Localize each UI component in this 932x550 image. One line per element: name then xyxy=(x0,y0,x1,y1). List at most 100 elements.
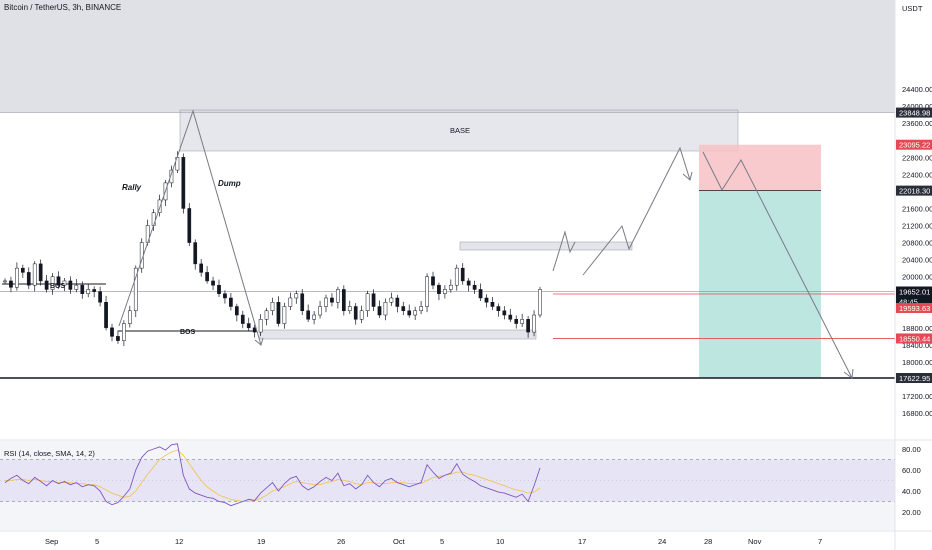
candle-body xyxy=(526,319,530,333)
candle-body xyxy=(401,306,406,312)
candle-body xyxy=(104,301,108,329)
price-tag-label: 19593.63 xyxy=(899,304,930,313)
take-profit-zone xyxy=(699,190,821,378)
rally-label: Rally xyxy=(122,183,142,192)
time-tick-label: 24 xyxy=(658,537,666,546)
candle-body xyxy=(38,263,43,282)
time-tick-label: 7 xyxy=(818,537,822,546)
price-tag-label: 18550.44 xyxy=(899,334,930,343)
projection-down-arrowhead xyxy=(843,368,854,379)
candle-body xyxy=(122,323,126,341)
rsi-tick-label: 40.00 xyxy=(902,487,921,496)
candle-body xyxy=(169,169,174,184)
candle-body xyxy=(312,314,316,320)
candle-body xyxy=(324,297,328,307)
price-tick-label: 20800.00 xyxy=(902,239,932,248)
candle-body xyxy=(270,301,275,312)
candle-body xyxy=(50,276,55,290)
price-tag xyxy=(896,296,932,307)
candle-body xyxy=(211,280,215,286)
candle-body xyxy=(389,297,394,303)
candle-body xyxy=(98,291,102,303)
candle-body xyxy=(395,297,400,307)
base-label: BASE xyxy=(450,126,470,135)
candle-body xyxy=(127,310,132,324)
candle-body xyxy=(371,293,376,307)
candle-body xyxy=(454,267,459,286)
price-tick-label: 23600.00 xyxy=(902,119,932,128)
candle-body xyxy=(365,293,370,312)
time-tick-label: Sep xyxy=(45,537,58,546)
candle-body xyxy=(199,263,204,273)
price-tag-label: 23095.22 xyxy=(899,141,930,150)
candle-body xyxy=(336,289,340,303)
rsi-band xyxy=(0,459,895,502)
candle-body xyxy=(56,276,61,286)
price-tag-label: 22018.30 xyxy=(899,187,930,196)
candle-body xyxy=(26,272,31,286)
candle-body xyxy=(205,272,209,282)
bos-label-2: BOS xyxy=(180,329,196,336)
projection-down-path xyxy=(702,151,853,379)
rsi-tick-label: 20.00 xyxy=(902,508,921,517)
bos-label-1: BOS xyxy=(50,283,66,290)
dump-arrowhead xyxy=(254,337,264,346)
projection-up-arrowhead xyxy=(682,171,693,181)
candle-body xyxy=(538,289,542,316)
candle-body xyxy=(15,267,19,288)
top-shaded-band xyxy=(0,0,895,113)
candle-body xyxy=(532,314,536,333)
candle-body xyxy=(413,310,418,316)
candle-body xyxy=(306,310,311,320)
candle-body xyxy=(318,306,322,316)
rsi-ma-line xyxy=(5,449,541,502)
candle-body xyxy=(44,280,49,290)
candle-body xyxy=(62,280,67,286)
price-tick-label: 20000.00 xyxy=(902,273,932,282)
candle-body xyxy=(520,319,525,324)
rally-dump-path xyxy=(118,109,262,346)
price-tag xyxy=(896,185,932,196)
candle-body xyxy=(437,284,441,294)
price-tick-label: 17200.00 xyxy=(902,392,932,401)
candle-body xyxy=(460,267,465,282)
price-tick-label: 18000.00 xyxy=(902,358,932,367)
candle-body xyxy=(472,284,477,290)
candle-body xyxy=(223,293,227,299)
candle-body xyxy=(425,276,429,307)
time-tick-label: 10 xyxy=(496,537,504,546)
price-tick-label: 20400.00 xyxy=(902,256,932,265)
candle-body xyxy=(484,297,489,303)
candle-body xyxy=(508,314,513,320)
rsi-tick-label: 80.00 xyxy=(902,445,921,454)
candle-body xyxy=(80,284,85,294)
price-tag xyxy=(896,302,932,313)
candle-body xyxy=(258,319,263,333)
price-tag-label: 23848.98 xyxy=(899,109,930,118)
candle-body xyxy=(92,289,97,292)
candle-body xyxy=(294,293,299,299)
price-tag-label: 17622.95 xyxy=(899,374,930,383)
price-tag-label: 48:45 xyxy=(899,298,918,307)
projection-up-path xyxy=(582,146,691,276)
candle-body xyxy=(20,267,25,273)
candle-body xyxy=(431,276,435,286)
rsi-indicator-label: RSI (14, close, SMA, 14, 2) xyxy=(4,449,95,458)
chart-title: Bitcoin / TetherUS, 3h, BINANCE xyxy=(4,3,122,12)
candle-body xyxy=(419,306,423,312)
price-tag xyxy=(896,333,932,344)
candle-body xyxy=(133,267,138,312)
candle-body xyxy=(407,310,412,316)
candle-body xyxy=(181,157,186,209)
candle-body xyxy=(466,280,471,286)
support-box xyxy=(259,329,537,340)
candle-body xyxy=(347,306,352,312)
projection-zigzag xyxy=(552,230,576,272)
candle-body xyxy=(116,336,120,341)
base-zone xyxy=(179,109,739,152)
price-tick-label: 21200.00 xyxy=(902,222,932,231)
price-tick-label: 21600.00 xyxy=(902,204,932,213)
candle-body xyxy=(478,289,483,299)
candle-body xyxy=(157,199,162,213)
